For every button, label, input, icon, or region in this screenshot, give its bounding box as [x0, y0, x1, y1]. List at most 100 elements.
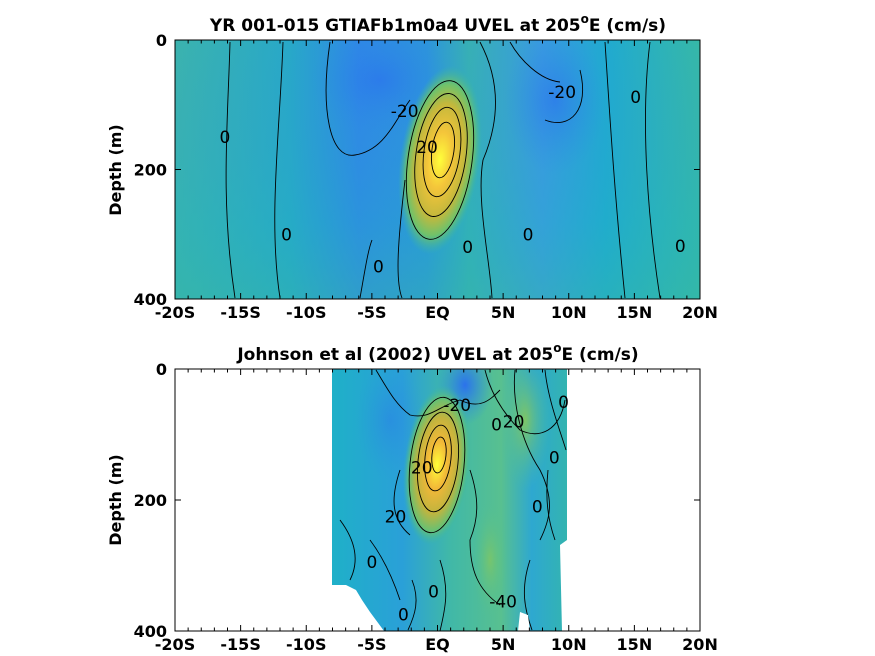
panel-1-core-contour	[405, 80, 475, 240]
panel-2-eastward-flow-north	[500, 369, 550, 490]
panel-2-contour-label: 0	[558, 393, 569, 413]
panel-2-x-tick-label: 5N	[491, 635, 516, 654]
panel-1-y-tick-label: 0	[156, 31, 167, 50]
panel-1-x-ticks: -20S -15S -10S -5S EQ 5N 10N 15N 20N	[155, 40, 718, 322]
panel-2-contour-line	[369, 539, 401, 601]
panel-2-contour-line	[514, 369, 550, 541]
panel-2-contour-label: 20	[503, 412, 525, 432]
panel-2-x-tick-label: 20N	[682, 635, 718, 654]
panel-2-x-tick-label: EQ	[425, 635, 450, 654]
panel-1-x-tick-label: 15N	[617, 303, 653, 322]
panel-1-x-tick-label: -5S	[357, 303, 386, 322]
panel-2-y-tick-label: 400	[134, 622, 167, 641]
panel-1-contour-line	[225, 41, 236, 299]
panel-2-contour-label: 0	[532, 498, 543, 518]
panel-1-contour-line	[359, 239, 373, 299]
panel-1-contour-line	[604, 41, 626, 299]
panel-1-contour-label: 0	[675, 237, 686, 257]
panel-1-contour-line	[479, 41, 496, 299]
panel-2-core-contour	[424, 424, 452, 492]
panel-2-x-tick-label: 10N	[551, 635, 587, 654]
panel-1-contour-line	[274, 41, 284, 299]
panel-1-ylabel: Depth (m)	[106, 124, 125, 216]
panel-2-x-tick-label: -15S	[220, 635, 260, 654]
panel-2-x-tick-label: -5S	[357, 635, 386, 654]
panel-1-contour-label: -20	[391, 102, 419, 122]
panel-2-x-tick-label: -20S	[155, 635, 195, 654]
panel-2-core-contour	[408, 396, 466, 534]
panel-2-contour-line	[523, 559, 533, 631]
panel-2-title-degree: o	[553, 341, 561, 355]
panel-2-contour-label: 20	[385, 507, 407, 527]
panel-2-contour-label: -20	[443, 396, 471, 416]
panel-2-x-tick-label: -10S	[286, 635, 326, 654]
panel-2-contour-line	[339, 519, 356, 581]
panel-1-contour-label: 0	[462, 238, 473, 258]
panel-1-contour-labels: 0 -20 20 0 0 0 0 -20 0 0	[219, 83, 685, 278]
panel-1-contour-line	[509, 41, 561, 83]
panel-1-contour-line	[544, 69, 584, 123]
panel-1-westward-flow-north	[505, 40, 605, 175]
panel-1-contour-label: 0	[281, 225, 292, 245]
panel-1-y-tick-label: 400	[134, 290, 167, 309]
panel-2-core-contour	[416, 411, 460, 513]
panel-1-y-tick-label: 200	[134, 161, 167, 180]
panel-1-core-contour	[430, 121, 456, 179]
panel-2-undercurrent-core	[403, 385, 471, 545]
panel-2-contour-line	[546, 469, 556, 541]
panel-1-x-tick-label: 20N	[682, 303, 718, 322]
panel-1-contour-lines	[225, 41, 661, 299]
panel-2-contour-line	[407, 579, 417, 631]
panel-1-title-main: YR 001-015 GTIAFb1m0a4 UVEL at 205	[209, 16, 581, 36]
panel-2-title: Johnson et al (2002) UVEL at 205oE (cm/s…	[236, 341, 638, 365]
panel-1-core-contour	[414, 93, 468, 217]
panel-2-contour-line	[544, 369, 567, 451]
panel-1-core-contour	[422, 106, 462, 198]
panel-2-y-tick-label: 0	[156, 360, 167, 379]
panel-2-contour-label: 0	[398, 606, 409, 626]
panel-2-x-ticks: -20S -15S -10S -5S EQ 5N 10N 15N 20N	[155, 369, 718, 654]
panel-1-title: YR 001-015 GTIAFb1m0a4 UVEL at 205oE (cm…	[209, 12, 666, 36]
panel-1-contour-line	[645, 41, 661, 299]
panel-2-contour-line	[393, 469, 411, 536]
panel-1-contour-label: 0	[219, 128, 230, 148]
panel-2-ylabel: Depth (m)	[106, 454, 125, 546]
panel-2-contour-label: 0	[366, 553, 377, 573]
panel-2-contour-label: 20	[411, 458, 433, 478]
panel-2-eastward-flow-deep	[472, 500, 508, 620]
panel-1-title-end: E (cm/s)	[589, 16, 666, 36]
panel-2-title-main: Johnson et al (2002) UVEL at 205	[236, 345, 553, 365]
panel-1-x-tick-label: 10N	[551, 303, 587, 322]
panel-2-contour-line	[375, 369, 501, 417]
panel-1-contour-label: 20	[416, 138, 438, 158]
panel-2-field	[332, 369, 567, 631]
panel-1-contour-label: -20	[548, 83, 576, 103]
panel-1-field	[175, 40, 700, 299]
panel-1-x-tick-label: -10S	[286, 303, 326, 322]
panel-2-contour-label: 0	[491, 416, 502, 436]
panel-1-x-tick-label: 5N	[491, 303, 516, 322]
panel-1-contour-label: 0	[523, 225, 534, 245]
panel-2-contour-label: 0	[549, 448, 560, 468]
panel-1-title-degree: o	[581, 12, 589, 26]
panel-2-x-tick-label: 15N	[617, 635, 653, 654]
panel-2-title-end: E (cm/s)	[561, 345, 638, 365]
panel-1-x-tick-label: -15S	[220, 303, 260, 322]
panel-1-contour-line	[397, 179, 406, 299]
panel-1-contour-line	[325, 41, 411, 156]
panel-2-contour-label: -40	[489, 593, 517, 613]
panel-2-core-contour	[431, 436, 447, 474]
panel-1-x-tick-label: EQ	[425, 303, 450, 322]
panel-1-x-tick-label: -20S	[155, 303, 195, 322]
panel-1-contour-label: 0	[630, 88, 641, 108]
panel-2-contour-label: 0	[428, 583, 439, 603]
panel-2-contour-line	[439, 559, 447, 631]
panel-2-contour-lines	[339, 369, 567, 631]
panel-2-contour-line	[469, 469, 501, 606]
